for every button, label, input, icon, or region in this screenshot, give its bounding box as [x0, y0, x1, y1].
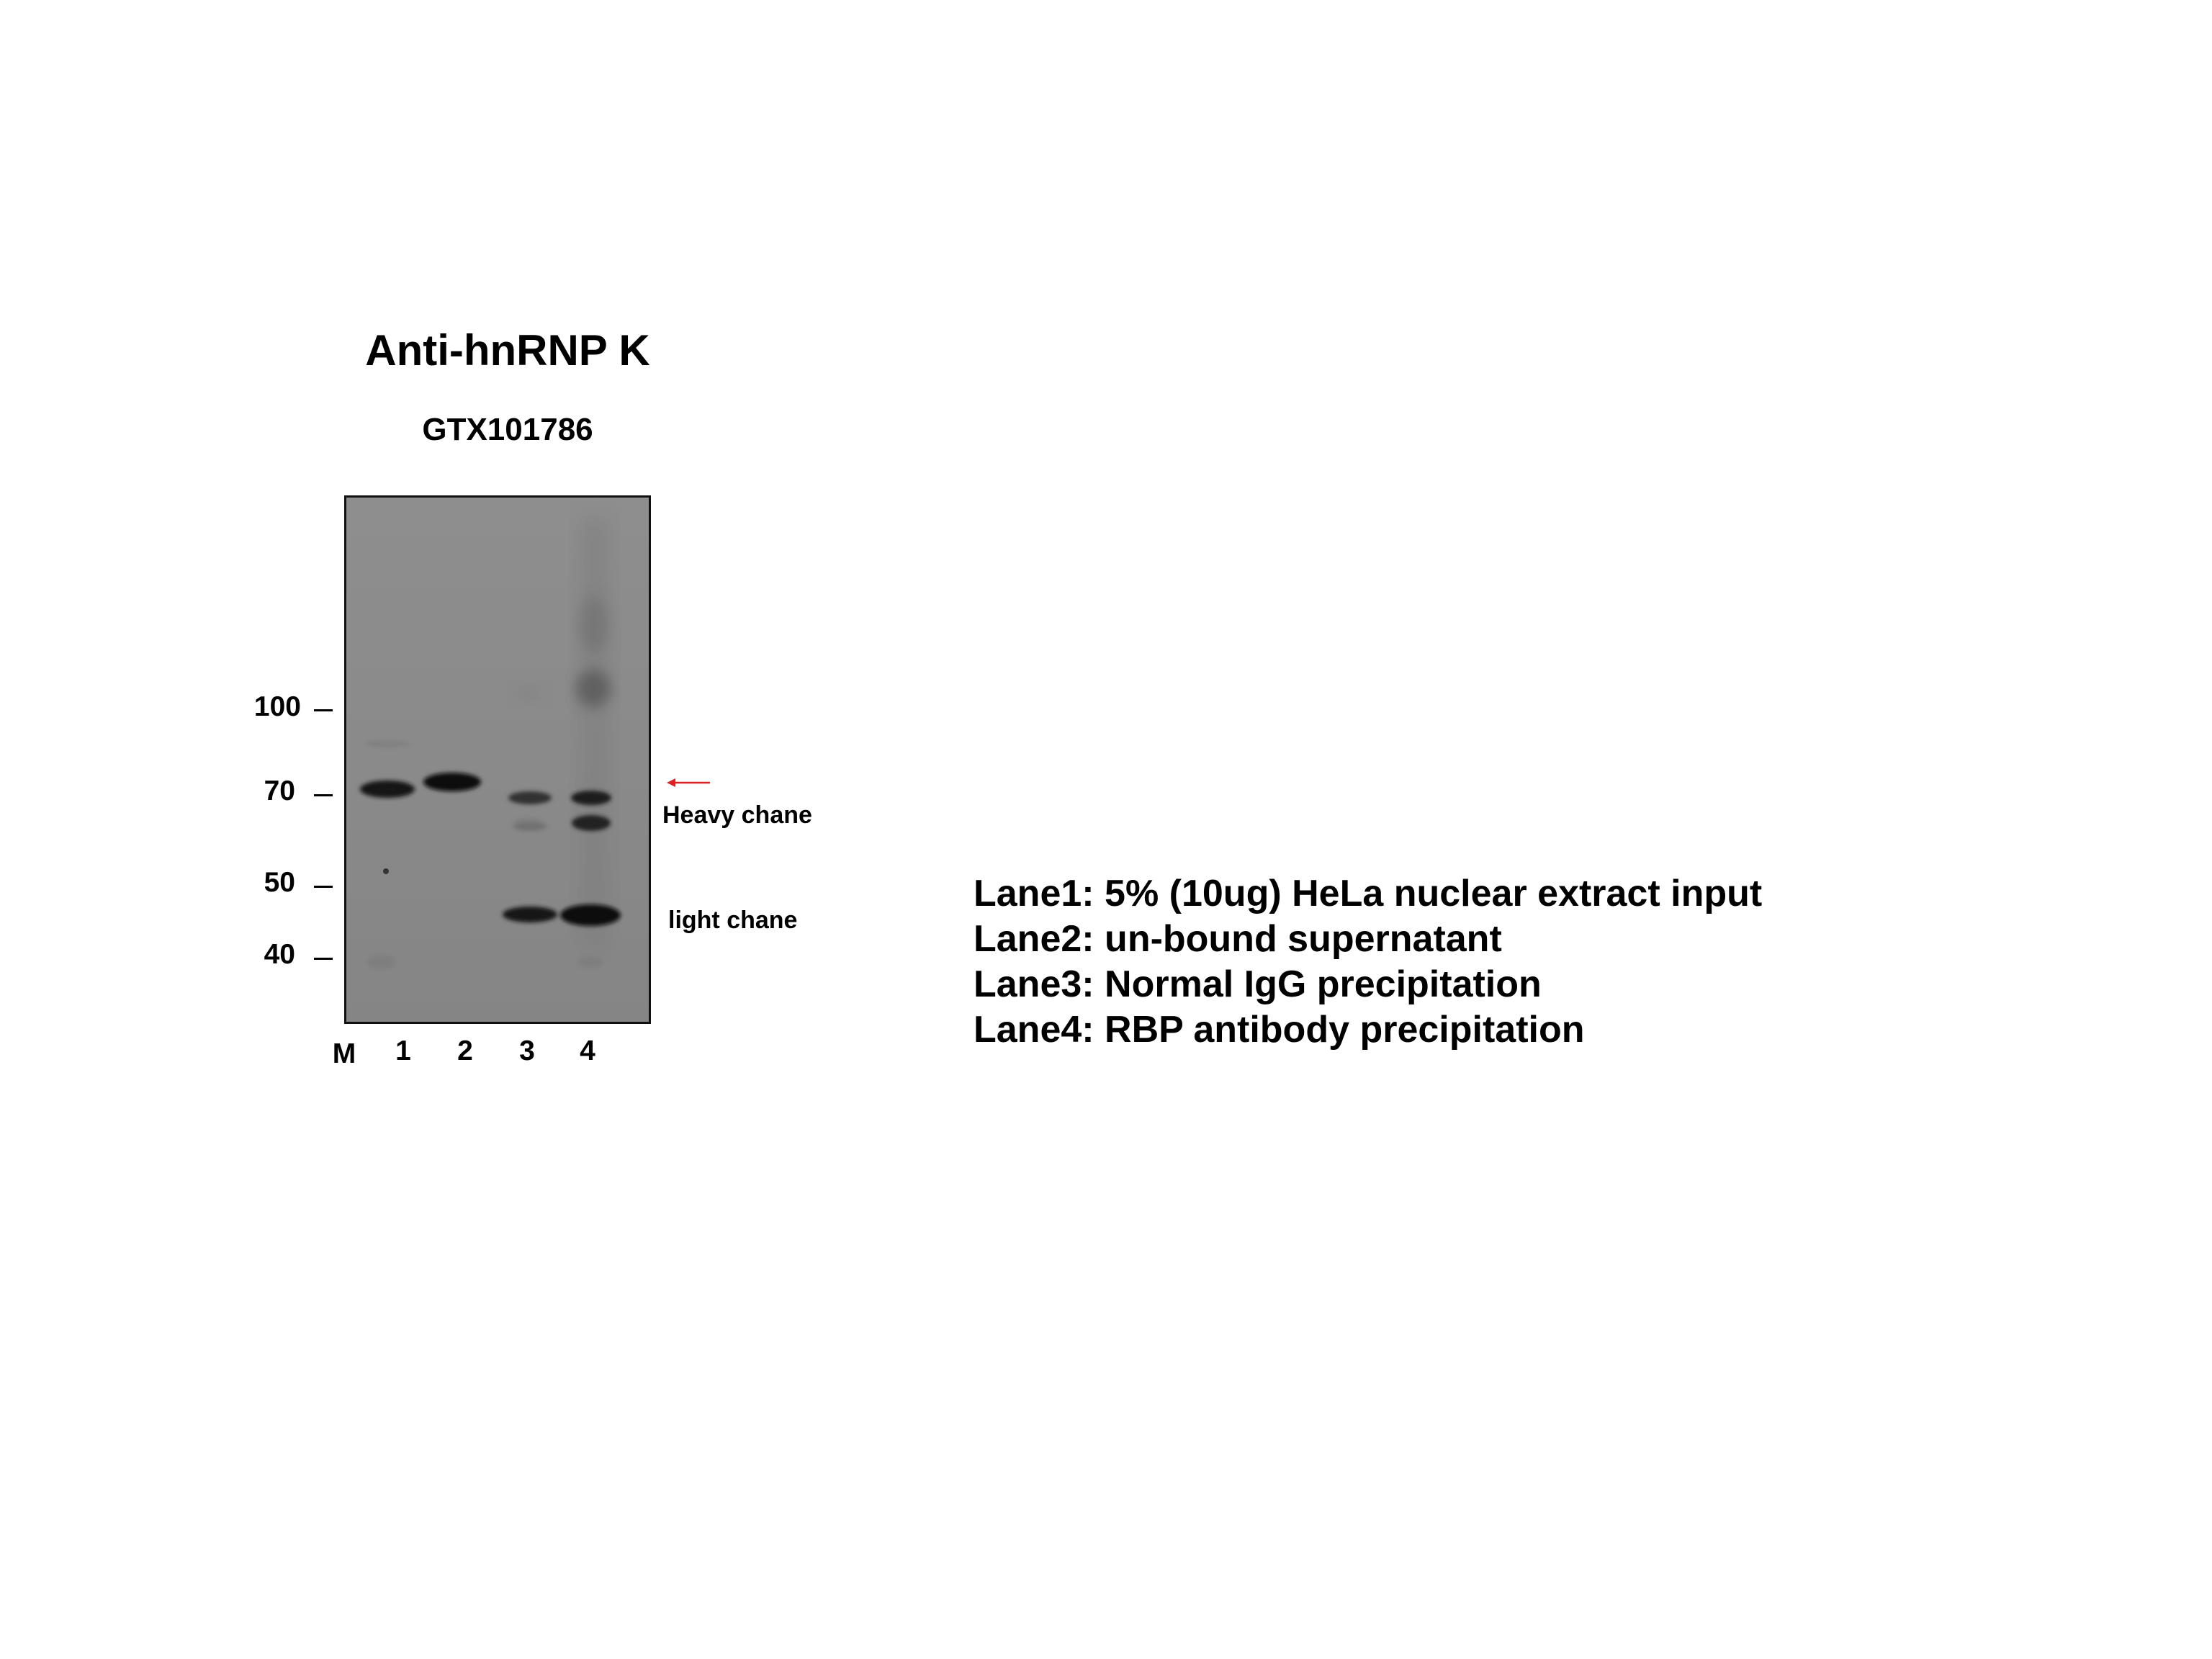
lane-label-1: 1 [395, 1035, 411, 1066]
lane-label-3: 3 [519, 1035, 535, 1066]
lane-4-hnrnpk-band [572, 815, 611, 831]
marker-label-40: 40 [264, 939, 295, 970]
lane-3-faint-smear [514, 685, 543, 702]
lane-4-light-chain-band [560, 904, 621, 926]
lane-legend: Lane1: 5% (10ug) HeLa nuclear extract in… [974, 871, 1762, 1053]
legend-lane-3: Lane3: Normal IgG precipitation [974, 963, 1542, 1005]
lane-1-faint-band [364, 740, 410, 747]
legend-lane-1: Lane1: 5% (10ug) HeLa nuclear extract in… [974, 873, 1763, 914]
blot-speck [383, 868, 389, 874]
lane-4-heavy-chain-band [571, 791, 611, 805]
western-blot-image [344, 495, 651, 1024]
lane-3-heavy-chain-band [508, 791, 552, 804]
marker-label-100: 100 [253, 691, 301, 722]
lane-4-faint-low-band [577, 956, 603, 968]
legend-lane-4: Lane4: RBP antibody precipitation [974, 1009, 1585, 1051]
marker-label-70: 70 [264, 775, 295, 806]
lane-1-hnrnpk-band [360, 781, 415, 798]
lane-3-light-chain-band [503, 907, 557, 922]
lane-label-2: 2 [457, 1035, 473, 1066]
lane-4-smear [582, 517, 608, 949]
lane-3-weak-band [513, 822, 547, 831]
lane-2-hnrnpk-band [423, 773, 481, 791]
heavy-chain-label: Heavy chane [662, 801, 812, 829]
marker-tick-70 [314, 794, 333, 796]
lane-4-smear-upper [580, 596, 608, 654]
antibody-catalog-number: GTX101786 [422, 412, 593, 447]
lane-label-4: 4 [580, 1035, 595, 1066]
figure-title: Anti-hnRNP K [365, 326, 650, 374]
marker-tick-50 [314, 886, 333, 888]
membrane-border [344, 495, 651, 1024]
legend-lane-2: Lane2: un-bound supernatant [974, 918, 1502, 960]
lane-4-band-100kda [576, 670, 611, 707]
red-arrow-icon [667, 778, 710, 787]
lane-label-marker: M [332, 1038, 356, 1069]
marker-tick-100 [314, 709, 333, 711]
lane-1-faint-low-band [367, 955, 396, 969]
marker-tick-40 [314, 958, 333, 960]
light-chain-label: light chane [668, 907, 798, 934]
marker-label-50: 50 [264, 867, 295, 898]
